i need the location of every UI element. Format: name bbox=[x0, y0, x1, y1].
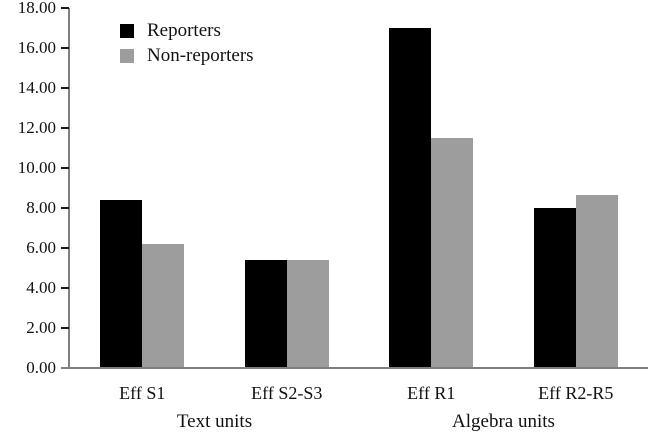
bar-reporters-eff-r2-r5 bbox=[533, 208, 576, 368]
y-tick-2.00 bbox=[61, 327, 69, 329]
plot-area: Reporters Non-reporters bbox=[61, 7, 648, 369]
bar-non-reporters-eff-r2-r5 bbox=[575, 195, 618, 368]
bar-non-reporters-eff-r1 bbox=[431, 138, 474, 368]
x-axis-category-labels: Eff S1 Eff S2-S3 Eff R1 Eff R2-R5 bbox=[70, 381, 648, 405]
bar-group-eff-r2-r5 bbox=[504, 8, 649, 368]
legend-item-non-reporters: Non-reporters bbox=[120, 45, 254, 67]
bar-reporters-eff-s1 bbox=[100, 200, 143, 368]
axis-group-labels: Text units Algebra units bbox=[70, 409, 648, 435]
y-tick-4.00 bbox=[61, 287, 69, 289]
category-label-eff-s1: Eff S1 bbox=[119, 383, 166, 403]
bar-group-eff-r1 bbox=[359, 8, 504, 368]
y-axis-line bbox=[68, 8, 70, 369]
group-label-algebra-units: Algebra units bbox=[452, 411, 555, 432]
y-tick-label-2.00: 2.00 bbox=[26, 318, 56, 337]
non-reporters-swatch-icon bbox=[120, 49, 134, 63]
bar-group-eff-s2-s3 bbox=[215, 8, 360, 368]
y-tick-label-6.00: 6.00 bbox=[26, 238, 56, 257]
x-axis-line bbox=[61, 367, 648, 369]
bar-non-reporters-eff-s2-s3 bbox=[286, 260, 329, 368]
y-axis-tick-labels: 0.00 2.00 4.00 6.00 8.00 10.00 12.00 14.00 16.00… bbox=[0, 0, 56, 377]
bar-groups bbox=[70, 8, 648, 368]
bar-reporters-eff-s2-s3 bbox=[244, 260, 287, 368]
y-tick-label-4.00: 4.00 bbox=[26, 278, 56, 297]
y-tick-8.00 bbox=[61, 207, 69, 209]
y-tick-6.00 bbox=[61, 247, 69, 249]
legend: Reporters Non-reporters bbox=[120, 20, 254, 67]
y-tick-label-16.00: 16.00 bbox=[17, 38, 56, 57]
category-label-eff-r1: Eff R1 bbox=[407, 383, 456, 403]
y-tick-label-14.00: 14.00 bbox=[17, 78, 56, 97]
category-label-eff-r2-r5: Eff R2-R5 bbox=[538, 383, 614, 403]
legend-label-reporters: Reporters bbox=[147, 20, 221, 41]
bar-group-eff-s1 bbox=[70, 8, 215, 368]
legend-item-reporters: Reporters bbox=[120, 20, 254, 42]
reporters-swatch-icon bbox=[120, 24, 134, 38]
y-tick-10.00 bbox=[61, 167, 69, 169]
y-tick-label-12.00: 12.00 bbox=[17, 118, 56, 137]
y-tick-12.00 bbox=[61, 127, 69, 129]
y-tick-label-10.00: 10.00 bbox=[17, 158, 56, 177]
group-label-text-units: Text units bbox=[176, 411, 253, 432]
legend-label-non-reporters: Non-reporters bbox=[147, 45, 254, 66]
bar-non-reporters-eff-s1 bbox=[142, 244, 185, 368]
y-tick-label-0.00: 0.00 bbox=[26, 358, 56, 377]
bar-reporters-eff-r1 bbox=[389, 28, 432, 368]
y-tick-18.00 bbox=[61, 7, 69, 9]
y-tick-16.00 bbox=[61, 47, 69, 49]
y-tick-14.00 bbox=[61, 87, 69, 89]
category-label-eff-s2-s3: Eff S2-S3 bbox=[251, 383, 323, 403]
y-tick-label-18.00: 18.00 bbox=[17, 0, 56, 17]
y-tick-label-8.00: 8.00 bbox=[26, 198, 56, 217]
